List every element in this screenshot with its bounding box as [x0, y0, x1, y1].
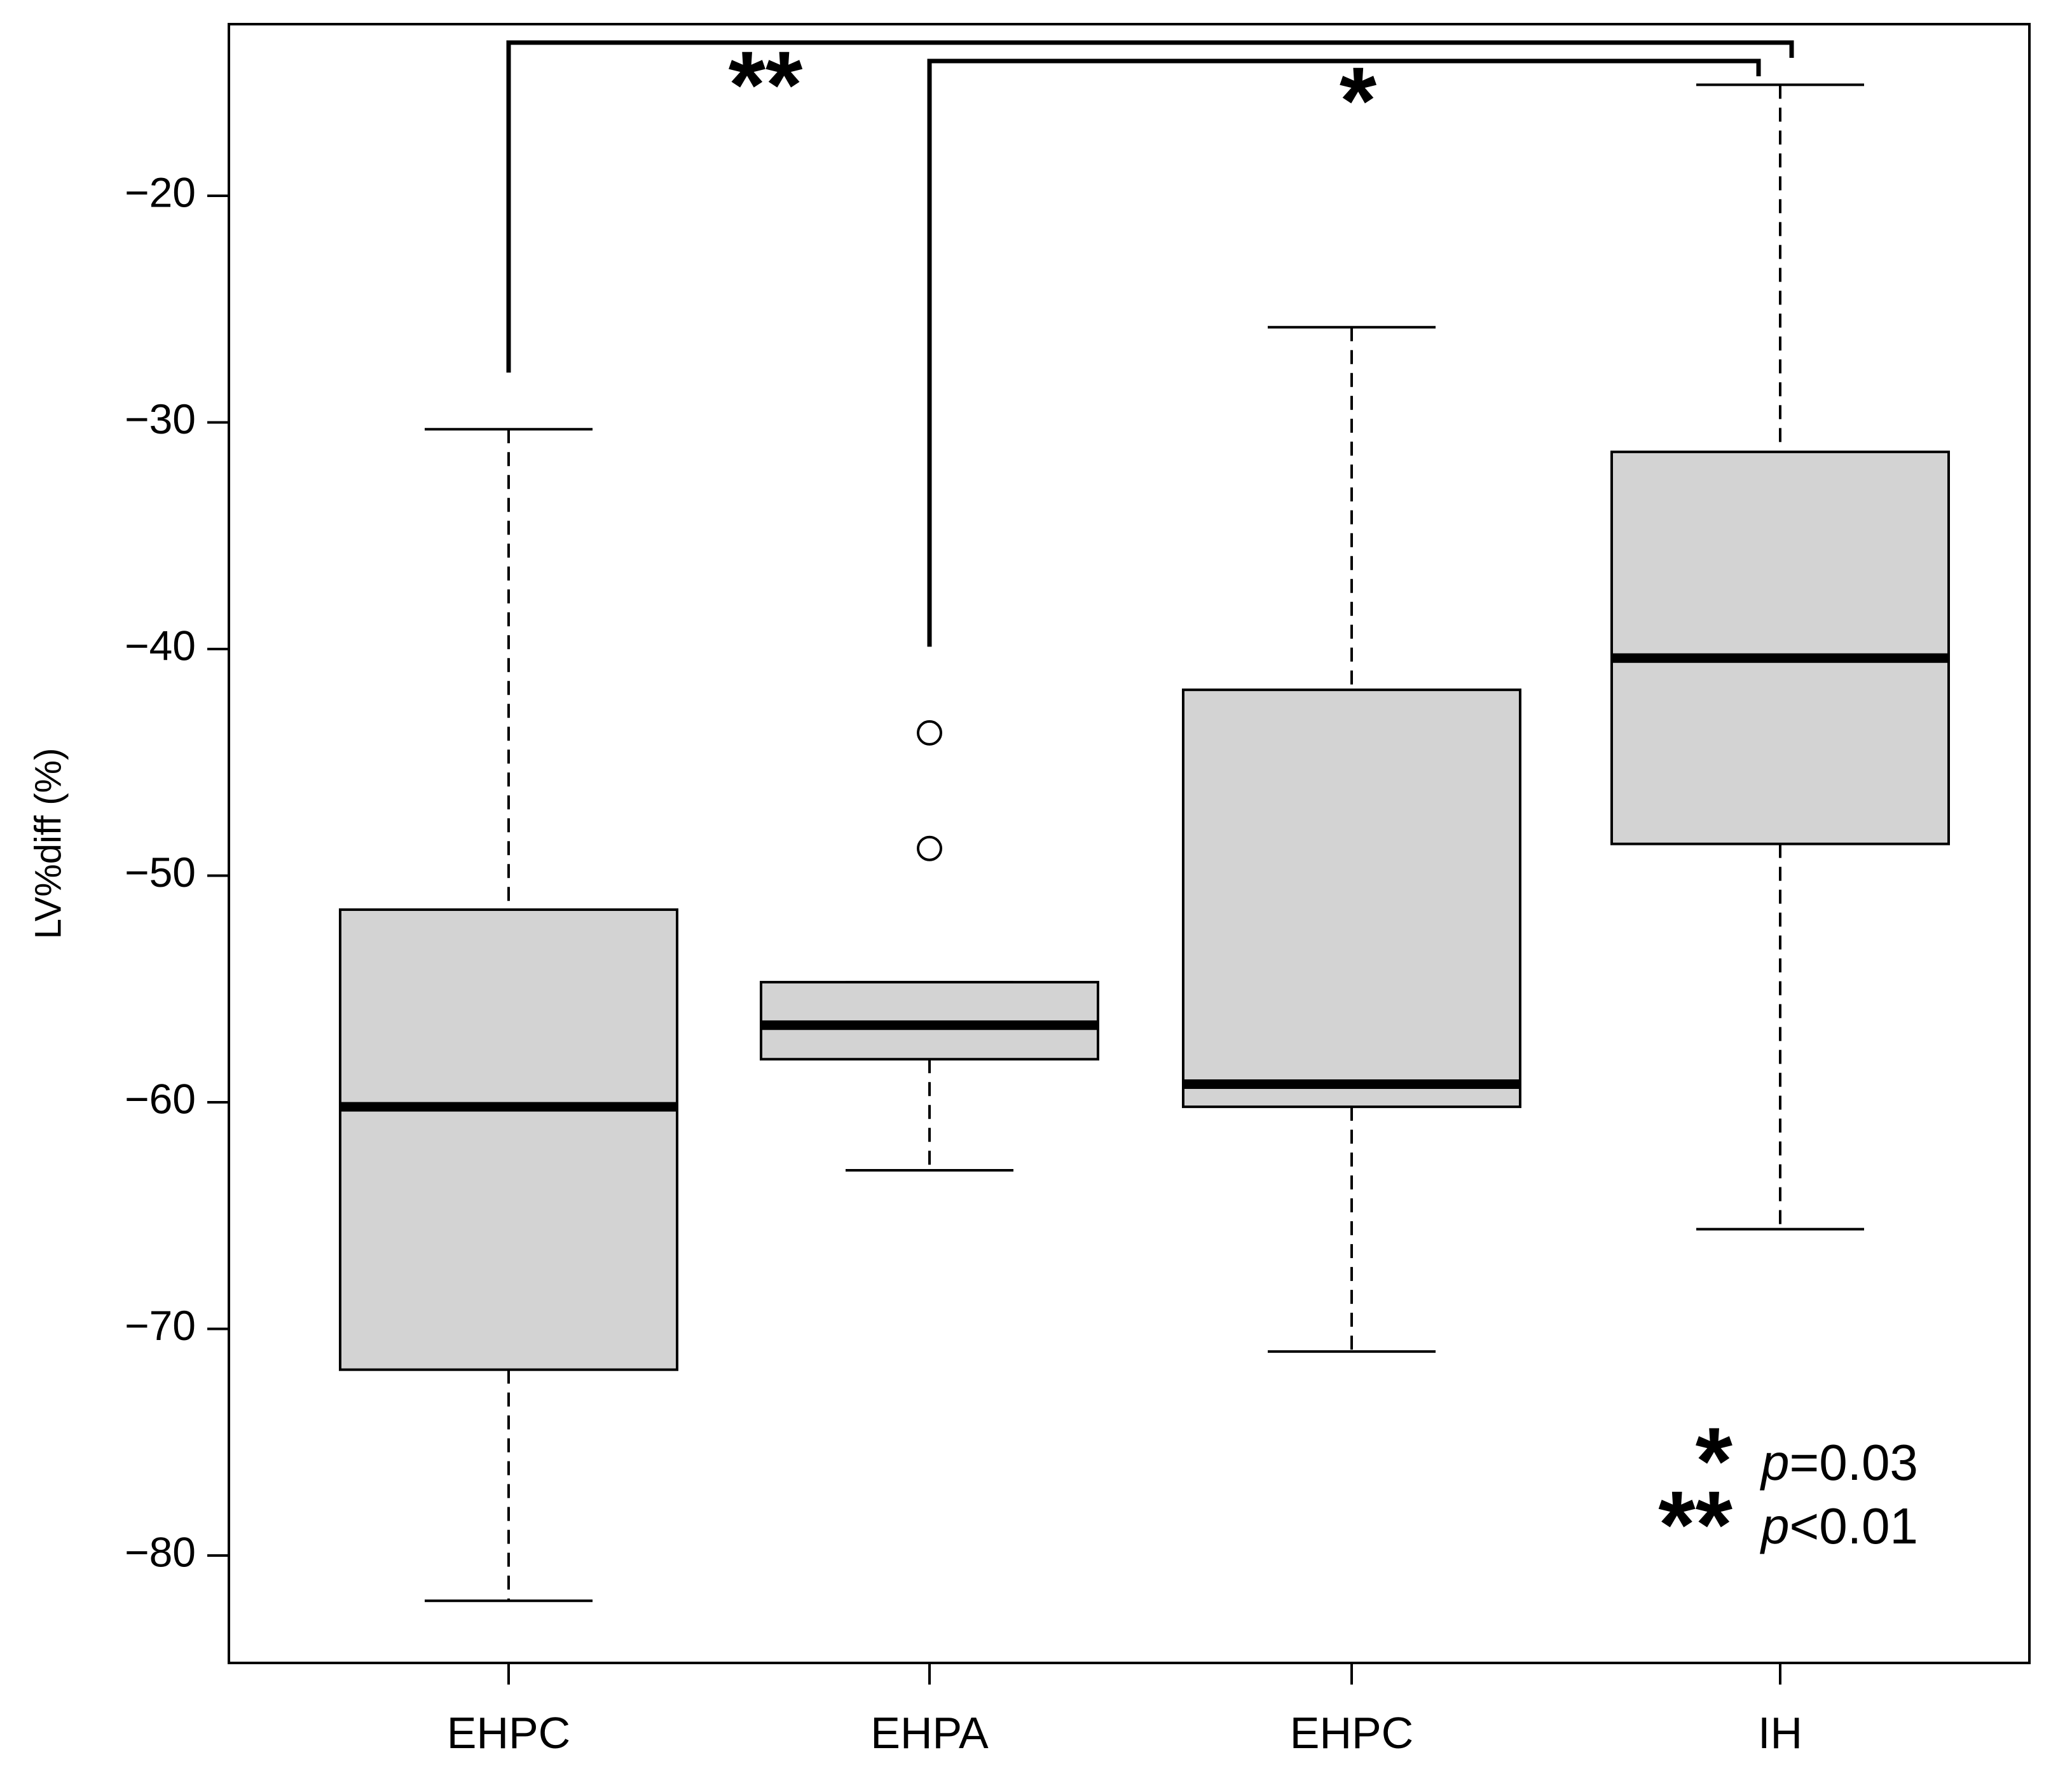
box-iqr: [1610, 450, 1950, 845]
significance-bracket: [927, 58, 1761, 647]
x-tick-label: EHPC: [447, 1708, 570, 1758]
legend-text: p=0.03: [1760, 1434, 1918, 1491]
legend-stars: *: [1696, 1407, 1733, 1514]
outlier-point: [917, 835, 942, 861]
legend: * p=0.03 ** p<0.01: [1658, 1407, 1918, 1578]
y-tick-label: −30: [125, 395, 196, 442]
legend-stars: **: [1658, 1471, 1732, 1578]
legend-text: p<0.01: [1760, 1498, 1918, 1554]
x-tick-label: EHPA: [870, 1708, 989, 1758]
boxes-layer: [339, 83, 1950, 1603]
plot-frame: [228, 23, 2031, 1664]
axes-layer: −20 −30 −40 −50 −60 −70 −80 EHPC EHPA EHPC IH: [125, 168, 1802, 1758]
x-tick-label: IH: [1758, 1708, 1802, 1758]
significance-stars: **: [729, 31, 803, 138]
y-tick-label: −50: [125, 849, 196, 896]
x-tick-label: EHPC: [1290, 1708, 1413, 1758]
y-tick-label: −70: [125, 1302, 196, 1349]
box-iqr: [1182, 688, 1521, 1109]
y-tick-label: −60: [125, 1075, 196, 1122]
y-tick-label: −40: [125, 622, 196, 669]
significance-bracket: [506, 40, 1794, 373]
y-tick-label: −80: [125, 1528, 196, 1575]
box-iqr: [339, 908, 678, 1371]
significance-layer: ** *: [506, 31, 1794, 647]
y-axis-label: LV%diff (%): [27, 748, 69, 940]
significance-stars: *: [1340, 47, 1377, 154]
outlier-point: [917, 720, 942, 746]
y-tick-label: −20: [125, 168, 196, 215]
